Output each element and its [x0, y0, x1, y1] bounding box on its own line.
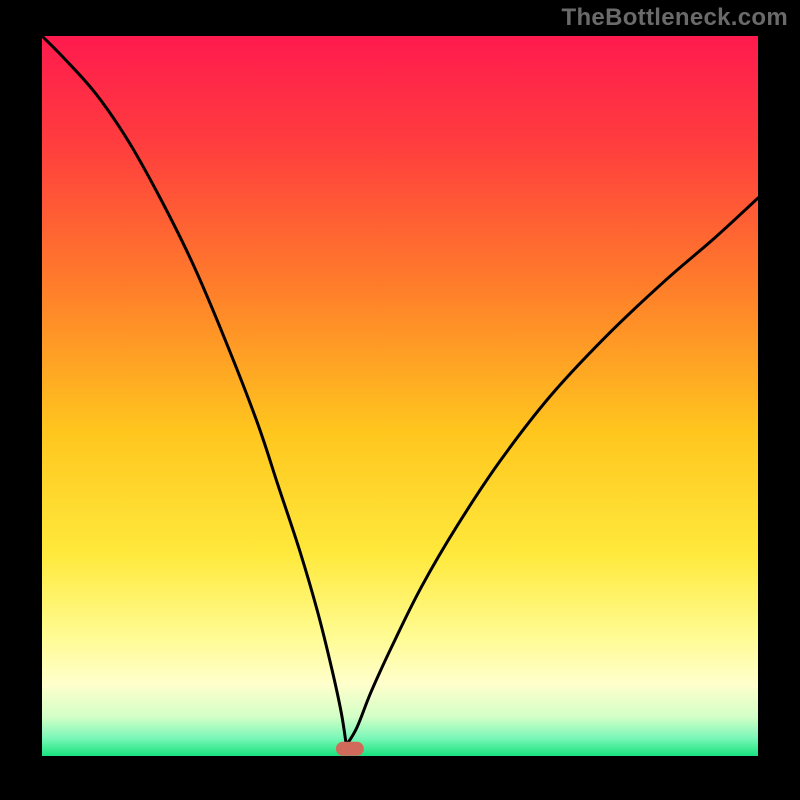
minimum-marker [336, 742, 364, 756]
bottleneck-chart [0, 0, 800, 800]
plot-background [42, 36, 758, 756]
chart-container: TheBottleneck.com [0, 0, 800, 800]
